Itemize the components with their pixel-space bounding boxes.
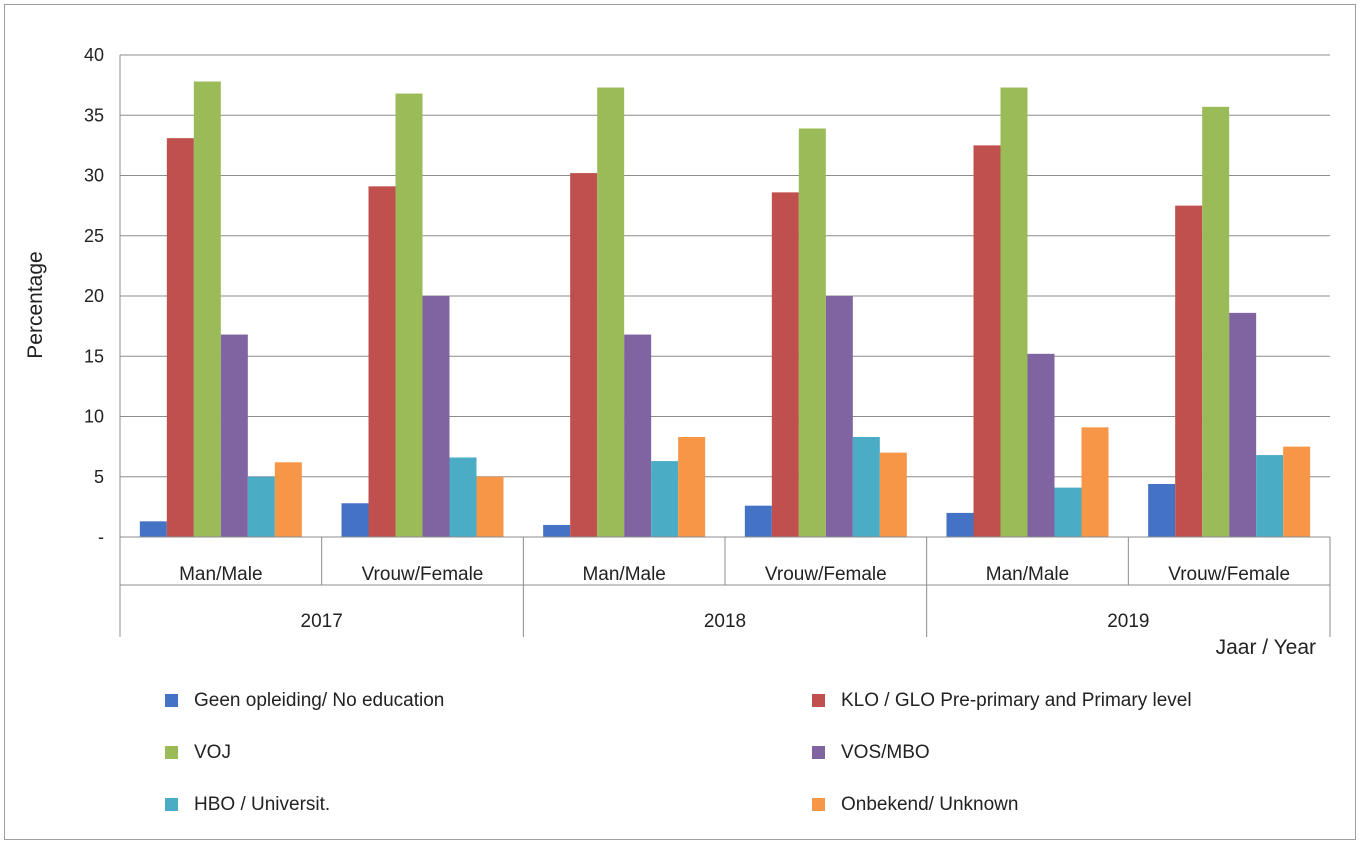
x-category-label: Vrouw/Female	[1168, 564, 1290, 585]
bar	[476, 476, 504, 537]
legend: Geen opleiding/ No education KLO / GLO Pr…	[165, 690, 1192, 815]
legend-label: KLO / GLO Pre-primary and Primary level	[841, 690, 1192, 711]
bar	[570, 173, 598, 537]
x-category-label: Man/Male	[582, 564, 665, 585]
bar	[973, 145, 1001, 537]
x-group-label: 2019	[1107, 611, 1149, 632]
bar	[274, 462, 302, 537]
legend-swatch	[165, 798, 178, 811]
bar	[139, 521, 167, 537]
legend-label: Geen opleiding/ No education	[194, 690, 444, 711]
axes	[119, 55, 1331, 637]
x-category-label: Man/Male	[179, 564, 262, 585]
bar	[449, 457, 477, 537]
y-tick-labels: - 5 10 15 20 25 30 35 40	[84, 45, 104, 547]
bar	[1054, 487, 1082, 537]
y-axis-title: Percentage	[24, 251, 47, 358]
x-category-labels: Man/Male Vrouw/Female Man/Male Vrouw/Female…	[179, 564, 1290, 632]
legend-label: VOJ	[194, 742, 231, 763]
bar	[879, 452, 907, 537]
legend-label: Onbekend/ Unknown	[841, 794, 1018, 815]
bar	[1229, 312, 1257, 537]
bar	[220, 334, 248, 537]
x-category-label: Vrouw/Female	[765, 564, 887, 585]
y-tick-label: 20	[84, 286, 104, 306]
bar	[193, 81, 221, 537]
legend-swatch	[812, 798, 825, 811]
bar	[368, 186, 396, 537]
bar	[422, 296, 450, 537]
bar	[597, 87, 625, 537]
legend-swatch	[812, 746, 825, 759]
y-tick-label: 40	[84, 45, 104, 65]
bar	[798, 128, 826, 537]
legend-swatch	[812, 694, 825, 707]
legend-label: HBO / Universit.	[194, 794, 330, 815]
bars	[139, 81, 1311, 537]
legend-label: VOS/MBO	[841, 742, 930, 763]
y-tick-label: 10	[84, 407, 104, 427]
y-tick-label: 15	[84, 346, 104, 366]
x-category-label: Man/Male	[986, 564, 1069, 585]
x-group-label: 2018	[704, 611, 746, 632]
bar	[1000, 87, 1028, 537]
bar	[1027, 353, 1055, 537]
bar	[624, 334, 652, 537]
bar	[1256, 455, 1284, 537]
bar	[1148, 483, 1176, 537]
bar	[543, 524, 571, 537]
legend-swatch	[165, 694, 178, 707]
y-tick-label: 25	[84, 226, 104, 246]
bar	[946, 512, 974, 537]
x-axis-title: Jaar / Year	[1216, 636, 1316, 659]
gridlines	[120, 54, 1330, 478]
legend-swatch	[165, 746, 178, 759]
bar	[341, 503, 369, 537]
bar	[1081, 427, 1109, 537]
y-tick-label: 35	[84, 105, 104, 125]
bar	[771, 192, 799, 537]
y-tick-label: 5	[94, 467, 104, 487]
y-tick-label: -	[98, 527, 104, 547]
bar	[395, 93, 423, 537]
bar	[651, 461, 679, 537]
y-tick-label: 30	[84, 166, 104, 186]
x-category-label: Vrouw/Female	[362, 564, 484, 585]
x-group-label: 2017	[301, 611, 343, 632]
bar	[1283, 446, 1311, 537]
bar	[744, 505, 772, 537]
bar	[825, 296, 853, 537]
bar	[166, 138, 194, 537]
bar	[1175, 205, 1203, 537]
bar	[678, 436, 706, 537]
bar	[247, 476, 275, 537]
bar	[1202, 106, 1230, 537]
bar	[852, 436, 880, 537]
